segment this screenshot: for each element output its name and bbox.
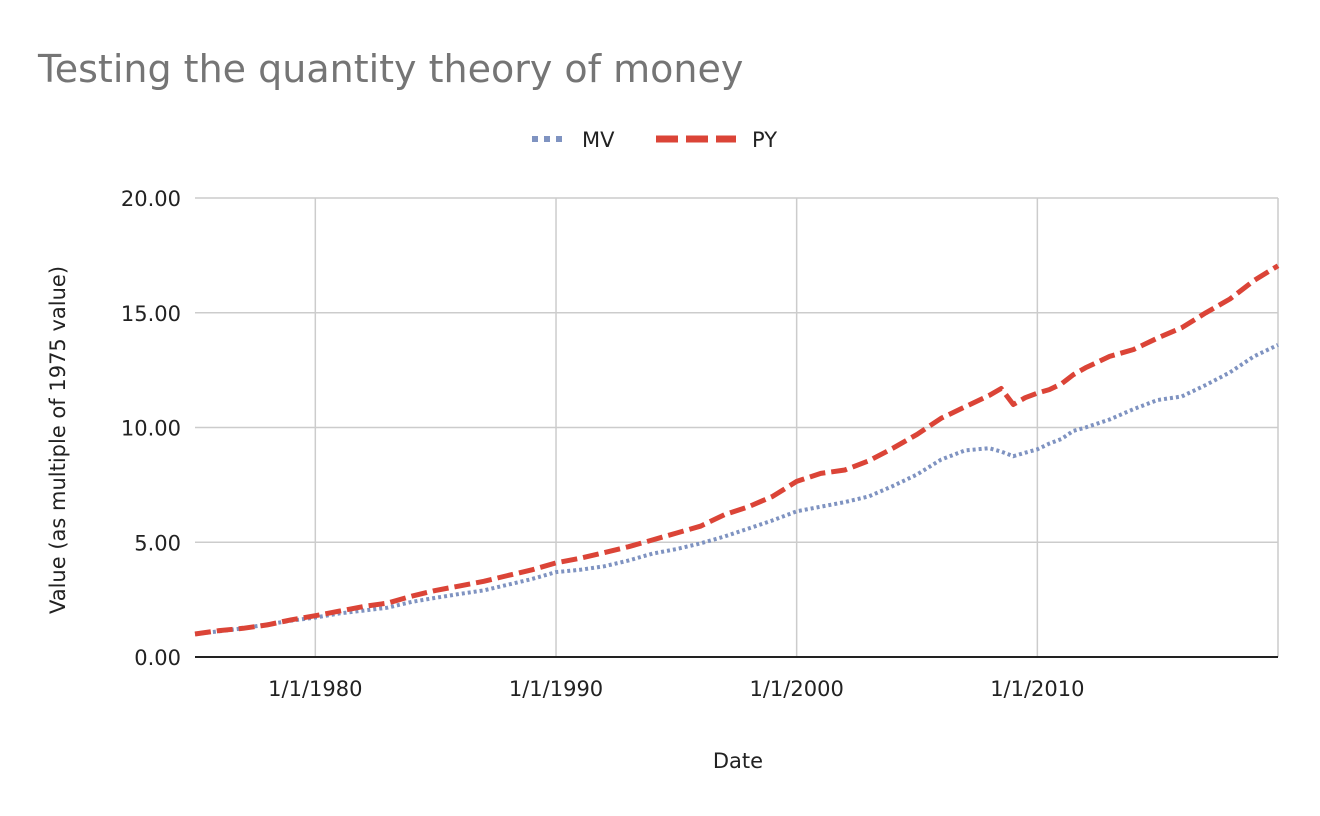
x-axis-ticks: 1/1/1980 1/1/1990 1/1/2000 1/1/2010 xyxy=(268,677,1084,701)
y-tick-label: 0.00 xyxy=(134,646,181,670)
legend-label-py: PY xyxy=(752,128,777,152)
x-axis-label: Date xyxy=(713,749,763,773)
y-tick-label: 15.00 xyxy=(121,302,181,326)
legend-label-mv: MV xyxy=(582,128,615,152)
chart-title: Testing the quantity theory of money xyxy=(37,47,743,91)
y-tick-label: 20.00 xyxy=(121,187,181,211)
y-axis-label: Value (as multiple of 1975 value) xyxy=(46,266,70,614)
y-axis-ticks: 0.00 5.00 10.00 15.00 20.00 xyxy=(121,187,181,670)
x-tick-label: 1/1/1980 xyxy=(268,677,362,701)
y-tick-label: 10.00 xyxy=(121,417,181,441)
series-layer xyxy=(194,263,1280,637)
series-py xyxy=(194,263,1280,637)
x-tick-label: 1/1/1990 xyxy=(509,677,603,701)
grid xyxy=(195,197,1279,657)
series-mv xyxy=(194,343,1279,636)
x-tick-label: 1/1/2010 xyxy=(990,677,1084,701)
x-tick-label: 1/1/2000 xyxy=(749,677,843,701)
series-line-py xyxy=(194,263,1280,637)
legend: MV PY xyxy=(532,128,777,152)
y-tick-label: 5.00 xyxy=(134,531,181,555)
series-line-mv xyxy=(194,343,1279,636)
